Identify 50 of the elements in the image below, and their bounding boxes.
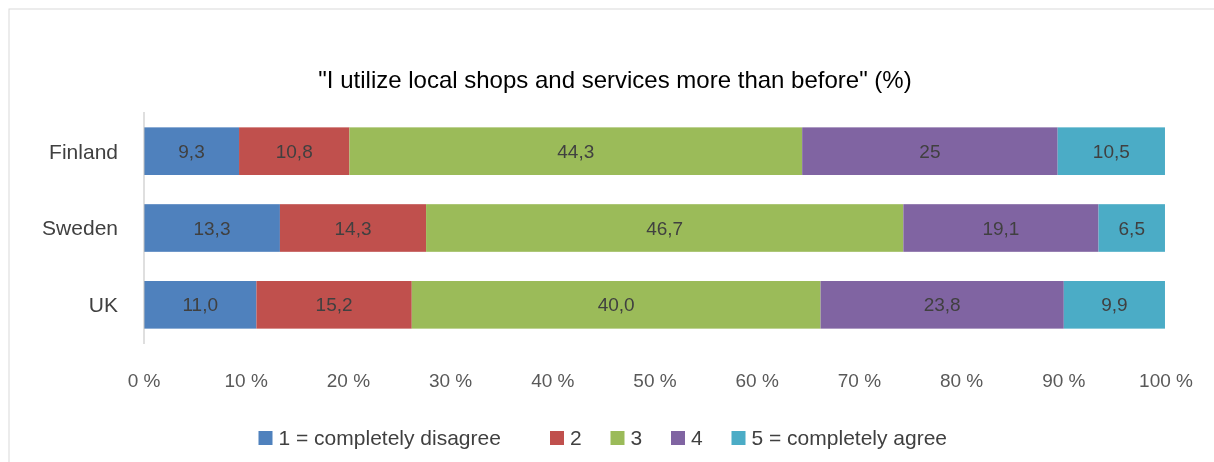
y-tick-label: Sweden (42, 216, 118, 240)
chart-title: "I utilize local shops and services more than before" (%) (318, 66, 912, 93)
x-tick-label: 80 % (939, 369, 984, 391)
x-tick-label: 10 % (224, 369, 268, 391)
x-tick-label: 30 % (428, 369, 473, 391)
data-label: 9,9 (1101, 294, 1128, 316)
x-tick-label: 40 % (531, 369, 575, 391)
data-label: 13,3 (193, 217, 231, 239)
bar (144, 204, 280, 252)
data-label: 10,5 (1092, 140, 1130, 162)
data-label: 11,0 (182, 294, 218, 316)
x-tick-label: 20 % (326, 369, 371, 391)
legend-label: 5 = completely agree (751, 426, 948, 450)
y-tick-label: UK (88, 293, 118, 317)
data-label: 9,3 (178, 140, 205, 162)
bar (411, 281, 821, 329)
bar (426, 204, 904, 252)
data-label: 15,2 (315, 294, 353, 316)
data-label: 25 (919, 140, 941, 162)
bar (256, 281, 412, 329)
bar (349, 127, 803, 175)
bar (820, 281, 1064, 329)
data-label: 44,3 (557, 140, 595, 162)
bar (1063, 281, 1165, 329)
y-tick-label: Finland (49, 139, 118, 163)
legend-label: 2 (570, 426, 582, 450)
bar (239, 127, 350, 175)
bar (144, 127, 240, 175)
data-label: 46,7 (646, 217, 684, 239)
data-label: 23,8 (923, 294, 961, 316)
bar (903, 204, 1099, 252)
x-tick-label: 0 % (127, 369, 161, 391)
bar (279, 204, 427, 252)
data-label: 14,3 (334, 217, 372, 239)
legend-label: 1 = completely disagree (278, 426, 501, 450)
x-tick-label: 100 % (1139, 369, 1194, 391)
bar (802, 127, 1058, 175)
legend-label: 4 (691, 426, 703, 450)
bar (144, 281, 257, 329)
legend-label: 3 (630, 426, 643, 450)
x-tick-label: 70 % (837, 369, 882, 391)
data-label: 10,8 (275, 140, 313, 162)
bar (1057, 127, 1165, 175)
x-tick-label: 90 % (1042, 369, 1086, 391)
data-label: 40,0 (597, 294, 635, 316)
x-tick-label: 60 % (735, 369, 779, 391)
bar (1098, 204, 1165, 252)
x-tick-label: 50 % (633, 369, 677, 391)
data-label: 19,1 (982, 217, 1020, 239)
data-label: 6,5 (1118, 217, 1145, 239)
